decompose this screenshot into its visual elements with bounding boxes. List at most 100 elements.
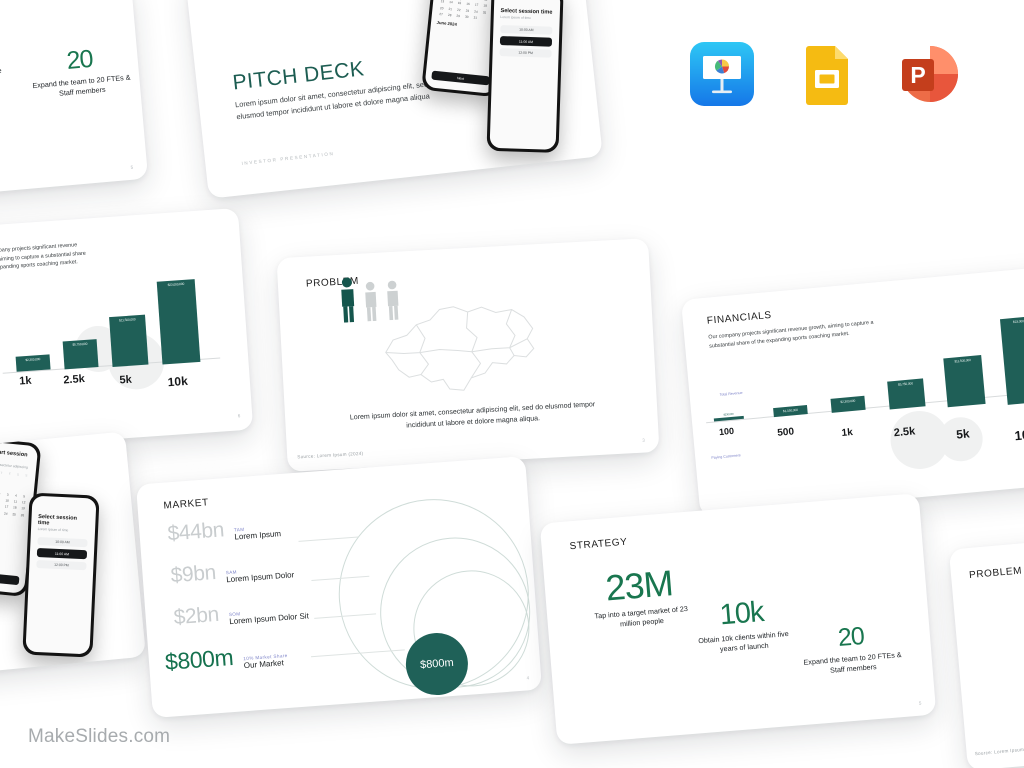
phone-time-option-b[interactable]: 11:00 AM xyxy=(499,36,553,47)
market-row-som: $2bn SOM Lorem Ipsum Dolor Sit xyxy=(173,596,309,630)
phone2-date-heading: Select start session date xyxy=(0,447,28,459)
market-row-sam: $9bn SAM Lorem Ipsum Dolor xyxy=(170,555,295,588)
bar-2_5k: $5,750,000 xyxy=(62,339,99,370)
financials-crop-body: Our company projects significant revenue… xyxy=(0,242,87,272)
market-amount-tam: $44bn xyxy=(166,518,225,546)
market-label-our: Our Market xyxy=(243,658,285,671)
financials-y-axis-label: Total Revenue xyxy=(719,390,743,397)
market-amount-our: $800m xyxy=(164,643,235,675)
bar-value-10k: $23,000,000 xyxy=(1012,318,1024,325)
market-row-our: $800m 10% Market Share Our Market xyxy=(164,640,288,676)
bar-value-1k: $2,300,000 xyxy=(840,398,856,404)
page-number: 4 xyxy=(526,675,530,681)
phone-next-button[interactable]: Next xyxy=(430,70,491,86)
bar-5k: $11,500,000 xyxy=(109,314,149,368)
market-title: MARKET xyxy=(163,497,210,512)
phone-time-option-a[interactable]: 10:00 AM xyxy=(499,25,553,35)
financials-title: FINANCIALS xyxy=(706,309,773,327)
bar-5k: $11,500,000 xyxy=(943,355,986,408)
bar-10k: $23,000,000 xyxy=(156,279,201,365)
person-icon-muted xyxy=(365,281,377,322)
problem-right-title: PROBLEM xyxy=(968,565,1023,582)
market-row-tam: $44bn TAM Lorem Ipsum xyxy=(167,514,282,546)
bar-1k: $2,300,000 xyxy=(830,395,866,413)
xtick-100: 100 xyxy=(718,425,735,438)
page-number: 5 xyxy=(130,164,134,170)
google-slides-icon[interactable] xyxy=(795,42,859,106)
market-leader-line xyxy=(298,536,359,542)
xtick-1k: 1k xyxy=(18,374,32,388)
strategy-caption-1: Tap into a target market of 23 million p… xyxy=(594,604,689,629)
microsoft-powerpoint-icon[interactable]: P xyxy=(896,42,960,106)
strategy-item-3: 20 Expand the team to 20 FTEs & Staff me… xyxy=(797,621,907,679)
phone-time-sub: Lorem ipsum of time xyxy=(500,15,532,21)
slide-thumbnail-financials-cropped[interactable]: Our company projects significant revenue… xyxy=(0,207,254,459)
market-label-tam: Lorem Ipsum xyxy=(234,529,282,542)
strategy-title: STRATEGY xyxy=(569,536,628,553)
bar-value-100: $230,000 xyxy=(723,412,734,417)
phone-mockup-time-picker-2: Select session time Lorem ipsum of time … xyxy=(22,492,100,658)
financials-x-axis-label: Paying Customers xyxy=(711,453,741,460)
supported-apps-row: P xyxy=(690,42,980,122)
bar-value-500: $1,150,000 xyxy=(782,407,799,414)
strategy-crop-number-2: 20 xyxy=(65,44,94,75)
pitch-deck-footer: INVESTOR PRESENTATION xyxy=(241,150,335,167)
page-number: 3 xyxy=(642,437,645,443)
bar-value-1k: $2,300,000 xyxy=(25,357,41,363)
bar-500: $1,150,000 xyxy=(773,405,808,418)
strategy-caption-3: Expand the team to 20 FTEs & Staff membe… xyxy=(803,650,902,676)
phone2-time-option-a[interactable]: 10:00 AM xyxy=(36,537,89,548)
xtick-5k: 5k xyxy=(119,373,133,387)
xtick-10k: 10k xyxy=(167,373,189,390)
problem-right-source: Source: Lorem Ipsum (2024) xyxy=(974,746,1024,757)
strategy-caption-2: Obtain 10k clients within five years of … xyxy=(697,628,790,654)
slide-thumbnail-financials[interactable]: FINANCIALS Our company projects signific… xyxy=(680,264,1024,518)
bar-value-2-5k: $5,750,000 xyxy=(72,341,88,347)
xtick-2-5k: 2.5k xyxy=(62,373,86,387)
strategy-item-2: 10k Obtain 10k clients within five years… xyxy=(689,596,797,658)
strategy-crop-caption: Obtain 10k clients within five years of … xyxy=(0,65,8,95)
xtick-500: 500 xyxy=(776,426,795,439)
bar-value-5k: $11,500,000 xyxy=(954,358,971,364)
person-icon-muted xyxy=(387,280,399,321)
bar-10k: $23,000,000 xyxy=(999,315,1024,405)
phone-mockup-time-picker: Select session time Lorem ipsum of time … xyxy=(486,0,564,153)
person-icon-highlighted xyxy=(341,277,355,323)
problem-source-note: Source: Lorem Ipsum (2024) xyxy=(297,450,364,460)
bar-1k: $2,300,000 xyxy=(15,354,51,372)
phone2-time-option-b[interactable]: 11:00 AM xyxy=(36,548,88,560)
phone2-time-option-c[interactable]: 12:00 PM xyxy=(35,560,87,571)
phone-time-option-c[interactable]: 12:00 PM xyxy=(499,48,553,58)
market-amount-som: $2bn xyxy=(172,602,220,630)
bar-value-5k: $11,500,000 xyxy=(118,317,136,323)
slide-thumbnail-problem[interactable]: PROBLEM xyxy=(276,238,660,472)
strategy-item-1: 23M Tap into a target market of 23 milli… xyxy=(584,562,697,633)
xtick-10k: 10k xyxy=(1013,426,1024,444)
slide-thumbnail-strategy[interactable]: STRATEGY 23M Tap into a target market of… xyxy=(539,493,937,745)
strategy-crop-caption-2: Expand the team to 20 FTEs & Staff membe… xyxy=(32,72,131,99)
phone-time-heading: Select session time xyxy=(500,7,553,16)
phone2-time-heading: Select session time xyxy=(37,513,78,527)
svg-text:P: P xyxy=(910,62,925,88)
slide-thumbnail-app-mockups[interactable]: Select start session date Lorem ipsum co… xyxy=(0,431,147,683)
market-amount-sam: $9bn xyxy=(169,561,217,588)
phone2-time-sub: Lorem ipsum of time xyxy=(37,527,69,533)
site-watermark: MakeSlides.com xyxy=(28,726,171,747)
slide-thumbnail-problem-right[interactable]: PROBLEM Source: Lorem Ipsum (2024) xyxy=(948,527,1024,768)
people-figures-group xyxy=(338,274,402,323)
slide-thumbnail-pitch-deck[interactable]: PITCH DECK Lorem ipsum dolor sit amet, c… xyxy=(185,0,603,199)
phone2-next-button[interactable]: Next xyxy=(0,571,20,586)
bar-value-2-5k: $5,750,000 xyxy=(897,381,914,387)
bar-value-10k: $23,000,000 xyxy=(167,281,185,287)
xtick-2-5k: 2.5k xyxy=(893,425,916,440)
xtick-1k: 1k xyxy=(841,427,854,439)
slide-thumbnail-market[interactable]: MARKET $44bn TAM Lorem Ipsum $9bn SAM Lo… xyxy=(135,456,543,718)
map-outline-graphic xyxy=(371,289,566,405)
page-number: 5 xyxy=(918,700,922,706)
slide-thumbnail-strategy-cropped[interactable]: 10k Obtain 10k clients within five years… xyxy=(0,0,149,201)
strategy-number-2: 10k xyxy=(718,595,765,632)
strategy-number-3: 20 xyxy=(836,622,865,653)
apple-keynote-icon[interactable] xyxy=(690,42,754,106)
page-number: 6 xyxy=(237,413,241,419)
